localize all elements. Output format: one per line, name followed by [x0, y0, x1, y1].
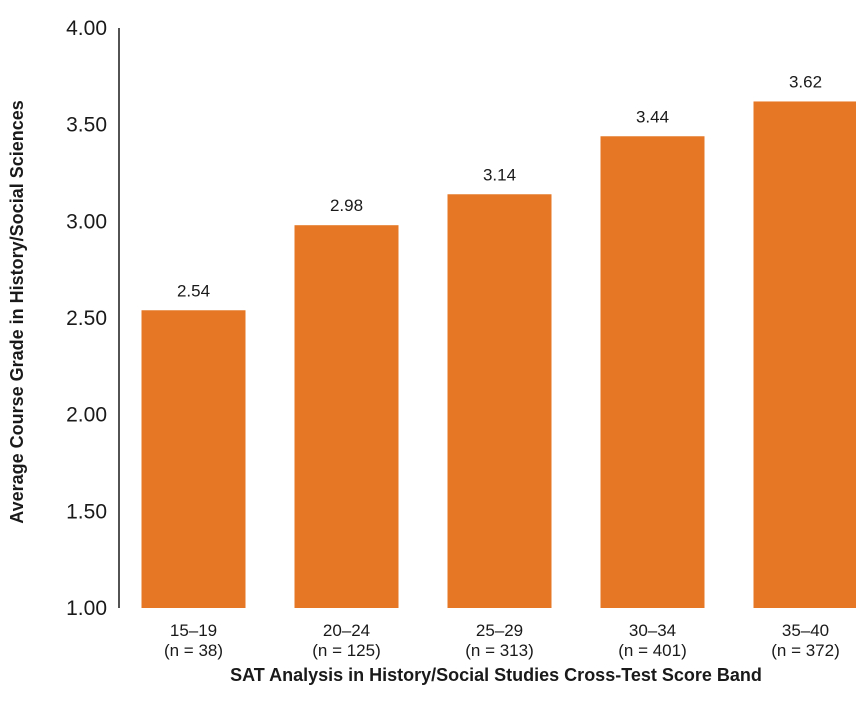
y-axis-title: Average Course Grade in History/Social S… [7, 100, 27, 524]
bar [142, 310, 246, 608]
x-tick-sublabel: (n = 313) [465, 641, 534, 660]
x-tick-sublabel: (n = 372) [771, 641, 840, 660]
x-tick-label: 30–34 [629, 621, 676, 640]
y-tick-label: 1.50 [66, 500, 107, 523]
y-axis-ticks: 1.00 1.50 2.00 2.50 3.00 3.50 4.00 [66, 17, 107, 620]
x-tick-label: 25–29 [476, 621, 523, 640]
bar [754, 101, 856, 608]
y-tick-label: 3.50 [66, 114, 107, 137]
y-tick-label: 2.50 [66, 307, 107, 330]
x-tick-label: 20–24 [323, 621, 370, 640]
bar-value-label: 3.44 [636, 107, 669, 126]
x-tick-label: 15–19 [170, 621, 217, 640]
x-tick-label: 35–40 [782, 621, 829, 640]
x-axis-title: SAT Analysis in History/Social Studies C… [230, 665, 762, 685]
y-tick-label: 2.00 [66, 404, 107, 427]
bar-value-label: 2.54 [177, 281, 210, 300]
bar [295, 225, 399, 608]
x-axis-category-labels: 15–19(n = 38) 20–24(n = 125) 25–29(n = 313… [164, 621, 840, 660]
y-tick-label: 3.00 [66, 210, 107, 233]
x-tick-sublabel: (n = 401) [618, 641, 687, 660]
bar-value-label: 2.98 [330, 196, 363, 215]
y-tick-label: 1.00 [66, 597, 107, 620]
bar-value-label: 3.62 [789, 72, 822, 91]
bar [601, 136, 705, 608]
x-tick-sublabel: (n = 38) [164, 641, 223, 660]
y-tick-label: 4.00 [66, 17, 107, 40]
bar [448, 194, 552, 608]
x-tick-sublabel: (n = 125) [312, 641, 381, 660]
bar-value-label: 3.14 [483, 165, 516, 184]
